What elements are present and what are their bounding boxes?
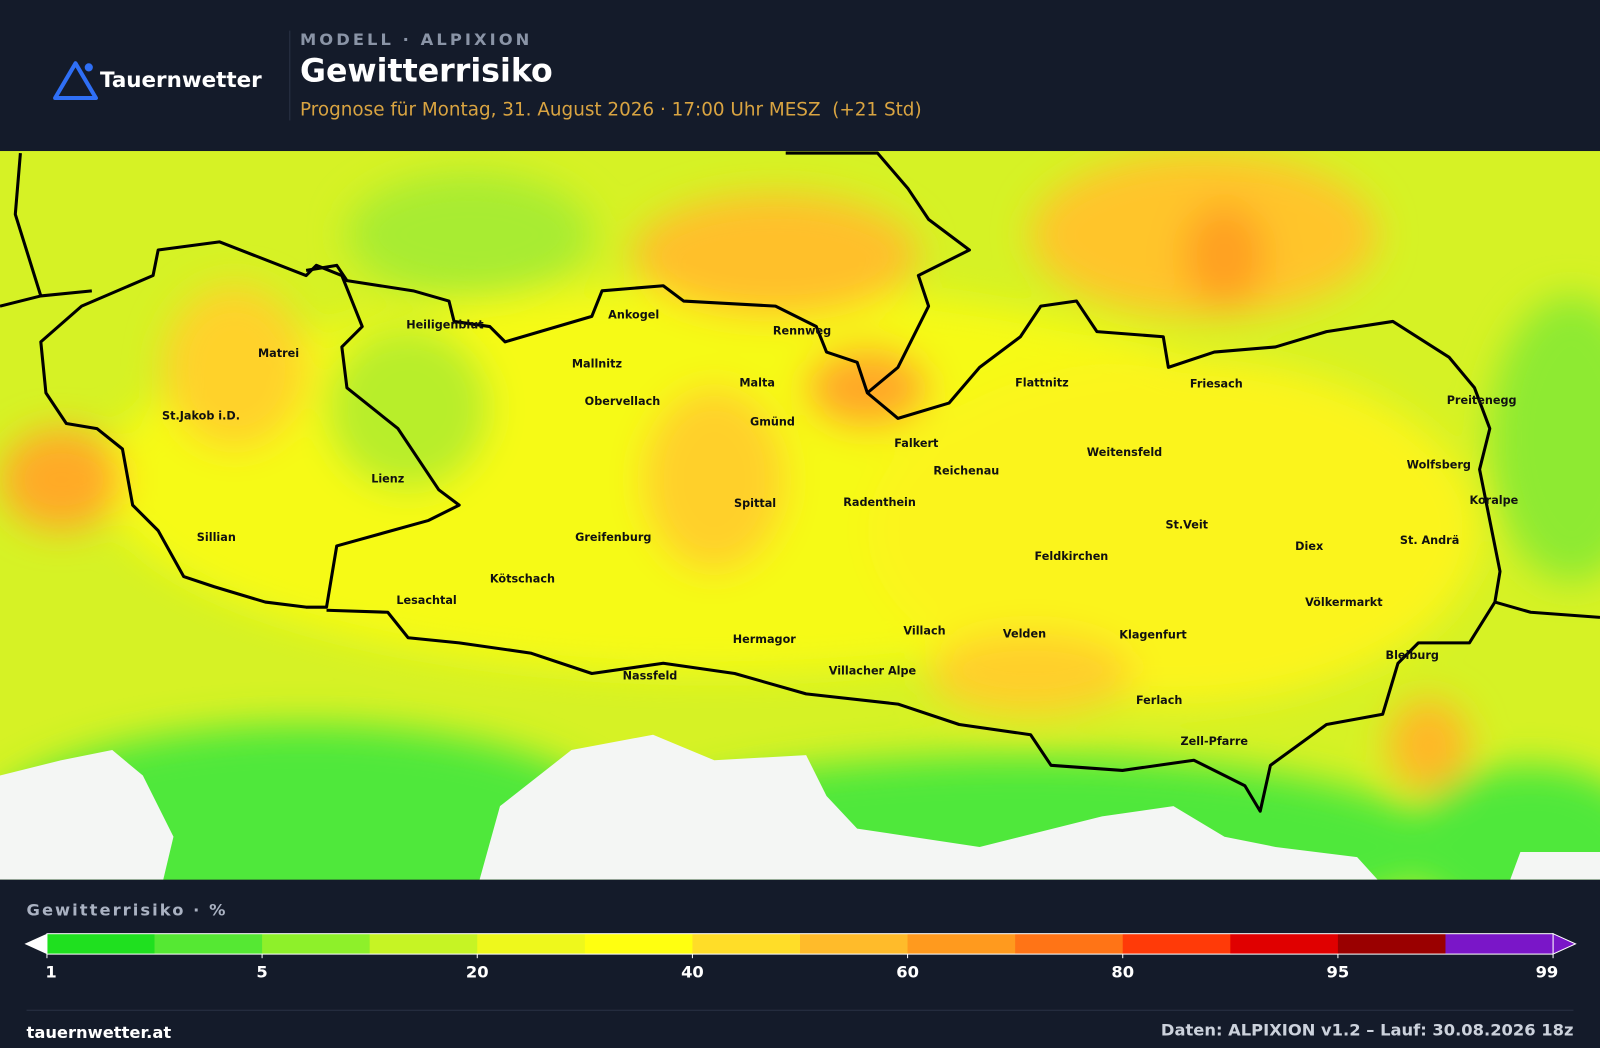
legend-swatch <box>1337 933 1446 955</box>
place-label: Ankogel <box>608 308 659 321</box>
border-east <box>1494 600 1600 619</box>
place-label: Reichenau <box>933 464 999 477</box>
place-label: Völkermarkt <box>1305 596 1383 609</box>
place-label: Obervellach <box>585 395 661 408</box>
logo-dot <box>84 63 93 72</box>
border-north <box>785 151 971 395</box>
place-label: Weitensfeld <box>1087 446 1162 459</box>
title: Gewitterrisiko <box>300 54 553 90</box>
legend-swatch <box>1445 933 1554 955</box>
border-osttirol <box>39 240 461 609</box>
model: MODELL · ALPIXION <box>300 30 532 49</box>
legend-tick-label: 20 <box>466 963 489 982</box>
place-label: Nassfeld <box>623 670 678 683</box>
brand: Tauernwetter <box>100 68 262 93</box>
place-label: Falkert <box>894 437 939 450</box>
legend-swatch <box>1122 933 1231 955</box>
legend-tick-label: 40 <box>681 963 704 982</box>
no-data <box>479 734 1378 880</box>
header: Tauernwetter MODELL · ALPIXION Gewitterr… <box>53 30 922 121</box>
place-label: St.Jakob i.D. <box>162 409 240 422</box>
place-label: Spittal <box>734 497 776 510</box>
legend-swatch <box>477 933 586 955</box>
place-label: Feldkirchen <box>1035 550 1109 563</box>
legend-title: Gewitterrisiko · % <box>27 900 228 919</box>
risk-field <box>0 153 1600 880</box>
place-label: Greifenburg <box>575 531 651 544</box>
legend: Gewitterrisiko · % 1 5 20 40 60 80 95 99 <box>24 900 1577 982</box>
footer-site: tauernwetter.at <box>27 1023 172 1042</box>
place-label: Lesachtal <box>396 594 456 607</box>
legend-swatch <box>800 933 909 955</box>
place-label: Mallnitz <box>572 357 622 370</box>
legend-tick-label: 95 <box>1327 963 1350 982</box>
subtitle: Prognose für Montag, 31. August 2026 · 1… <box>300 99 922 120</box>
footer-source: Daten: ALPIXION v1.2 – Lauf: 30.08.2026 … <box>1161 1021 1574 1040</box>
legend-tick-label: 1 <box>45 963 56 982</box>
border-west <box>0 152 92 308</box>
place-label: Diex <box>1295 540 1324 553</box>
place-label: Matrei <box>258 347 299 360</box>
place-label: Malta <box>739 377 775 390</box>
legend-tick-label: 5 <box>256 963 267 982</box>
place-label: Gmünd <box>750 415 795 428</box>
place-label: Velden <box>1003 628 1046 641</box>
places: Matrei St.Jakob i.D. Lienz Sillian Heiligenb… <box>162 308 1519 748</box>
place-label: Ferlach <box>1136 694 1182 707</box>
no-data <box>0 750 174 880</box>
place-label: St. Andrä <box>1400 534 1459 547</box>
legend-tick-label: 99 <box>1536 963 1559 982</box>
legend-swatch <box>262 933 371 955</box>
place-label: Sillian <box>197 531 236 544</box>
legend-swatch <box>369 933 478 955</box>
legend-swatch <box>46 933 156 955</box>
place-label: Kötschach <box>490 573 555 586</box>
place-label: St.Veit <box>1165 519 1208 532</box>
border-kaernten <box>305 263 1502 813</box>
legend-tick-label: 60 <box>896 963 919 982</box>
legend-swatch <box>692 933 801 955</box>
legend-swatch <box>907 933 1016 955</box>
place-label: Klagenfurt <box>1119 629 1187 642</box>
place-label: Koralpe <box>1469 494 1518 507</box>
legend-swatch <box>1015 933 1124 955</box>
place-label: Wolfsberg <box>1407 458 1471 471</box>
place-label: Radenthein <box>843 496 916 509</box>
place-label: Friesach <box>1190 378 1243 391</box>
legend-arrow-low <box>24 933 47 955</box>
place-label: Villach <box>903 625 945 638</box>
legend-swatch <box>584 933 693 955</box>
place-label: Rennweg <box>773 325 831 338</box>
place-label: Hermagor <box>733 633 797 646</box>
place-label: Zell-Pfarre <box>1181 735 1249 748</box>
legend-tick-label: 80 <box>1111 963 1134 982</box>
legend-swatch <box>1230 933 1339 955</box>
no-data <box>1510 852 1600 880</box>
place-label: Flattnitz <box>1015 377 1069 390</box>
place-label: Villacher Alpe <box>829 664 917 677</box>
legend-swatch <box>154 933 263 955</box>
legend-frame <box>46 933 1554 955</box>
place-label: Heiligenblut <box>406 319 484 332</box>
place-label: Bleiburg <box>1386 649 1439 662</box>
place-label: Lienz <box>371 473 404 486</box>
place-label: Preitenegg <box>1447 394 1517 407</box>
map: Matrei St.Jakob i.D. Lienz Sillian Heiligenb… <box>0 151 1600 880</box>
logo <box>53 61 98 101</box>
